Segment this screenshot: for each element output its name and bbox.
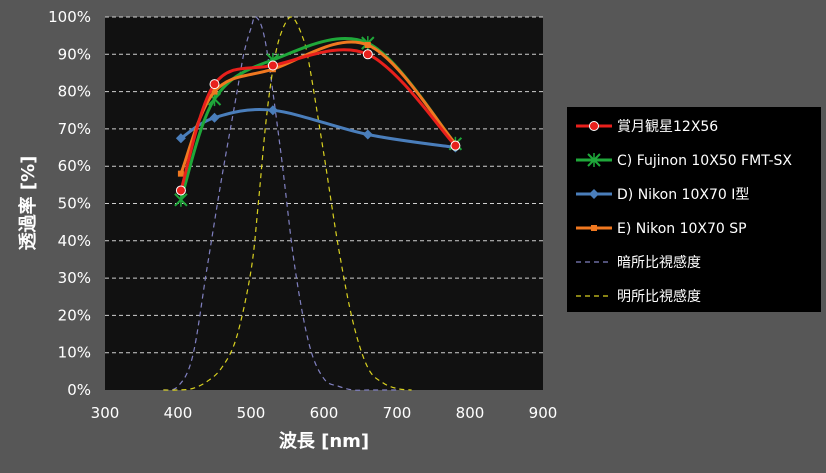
data-point bbox=[362, 129, 373, 140]
y-tick-label: 60% bbox=[58, 157, 91, 175]
legend-item: 明所比視感度 bbox=[576, 288, 701, 305]
legend-item: 賞月観星12X56 bbox=[576, 118, 718, 135]
x-tick-label: 600 bbox=[310, 404, 339, 422]
legend-item: 暗所比視感度 bbox=[576, 254, 701, 271]
legend-label: 明所比視感度 bbox=[617, 288, 701, 305]
legend-item: C) Fujinon 10X50 FMT-SX bbox=[576, 153, 792, 169]
legend-item: E) Nikon 10X70 SP bbox=[576, 221, 747, 237]
y-tick-label: 0% bbox=[67, 381, 91, 399]
gridlines bbox=[105, 16, 543, 354]
series-0 bbox=[175, 48, 461, 196]
data-point bbox=[364, 41, 371, 48]
x-tick-label: 800 bbox=[456, 404, 485, 422]
legend: 賞月観星12X56 C) Fujinon 10X50 FMT-SX D) Nikon… bbox=[567, 107, 821, 312]
y-tick-label: 80% bbox=[58, 83, 91, 101]
data-point bbox=[209, 79, 220, 90]
y-tick-label: 10% bbox=[58, 344, 91, 362]
y-tick-label: 100% bbox=[48, 8, 91, 26]
legend-marker bbox=[589, 121, 599, 131]
y-tick-label: 70% bbox=[58, 120, 91, 138]
y-tick-labels: 0% 10% 20% 30% 40% 50% 60% 70% 80% 90% 100% bbox=[48, 8, 91, 399]
series-4 bbox=[163, 15, 397, 391]
x-axis-title: 波長 [nm] bbox=[279, 430, 369, 452]
data-point bbox=[211, 88, 218, 95]
y-tick-label: 50% bbox=[58, 195, 91, 213]
data-point bbox=[175, 133, 186, 144]
y-tick-label: 30% bbox=[58, 269, 91, 287]
legend-label: 賞月観星12X56 bbox=[617, 118, 718, 135]
x-tick-labels: 300 400 500 600 700 800 900 bbox=[91, 404, 558, 422]
x-tick-label: 700 bbox=[383, 404, 412, 422]
series-line bbox=[163, 15, 397, 391]
legend-label: D) Nikon 10X70 Ⅰ型 bbox=[617, 187, 749, 203]
data-point bbox=[209, 112, 220, 123]
legend-label: C) Fujinon 10X50 FMT-SX bbox=[617, 153, 792, 169]
legend-marker bbox=[589, 189, 599, 199]
legend-marker bbox=[591, 225, 597, 231]
legend-items: 賞月観星12X56 C) Fujinon 10X50 FMT-SX D) Nikon… bbox=[576, 118, 792, 305]
series-group bbox=[163, 15, 463, 391]
legend-item: D) Nikon 10X70 Ⅰ型 bbox=[576, 187, 749, 203]
legend-marker bbox=[587, 153, 601, 167]
data-point bbox=[450, 140, 461, 151]
data-point bbox=[267, 60, 278, 71]
y-axis-title: 透過率 [%] bbox=[17, 156, 39, 251]
legend-label: E) Nikon 10X70 SP bbox=[617, 221, 747, 237]
x-tick-label: 400 bbox=[164, 404, 193, 422]
legend-box bbox=[567, 107, 821, 312]
data-point bbox=[175, 185, 186, 196]
y-tick-label: 90% bbox=[58, 45, 91, 63]
data-point bbox=[267, 105, 278, 116]
y-tick-label: 40% bbox=[58, 232, 91, 250]
x-tick-label: 300 bbox=[91, 404, 120, 422]
data-point bbox=[362, 49, 373, 60]
legend-label: 暗所比視感度 bbox=[617, 254, 701, 271]
y-tick-label: 20% bbox=[58, 306, 91, 324]
data-point bbox=[177, 170, 184, 177]
x-tick-label: 500 bbox=[237, 404, 266, 422]
x-tick-label: 900 bbox=[529, 404, 558, 422]
